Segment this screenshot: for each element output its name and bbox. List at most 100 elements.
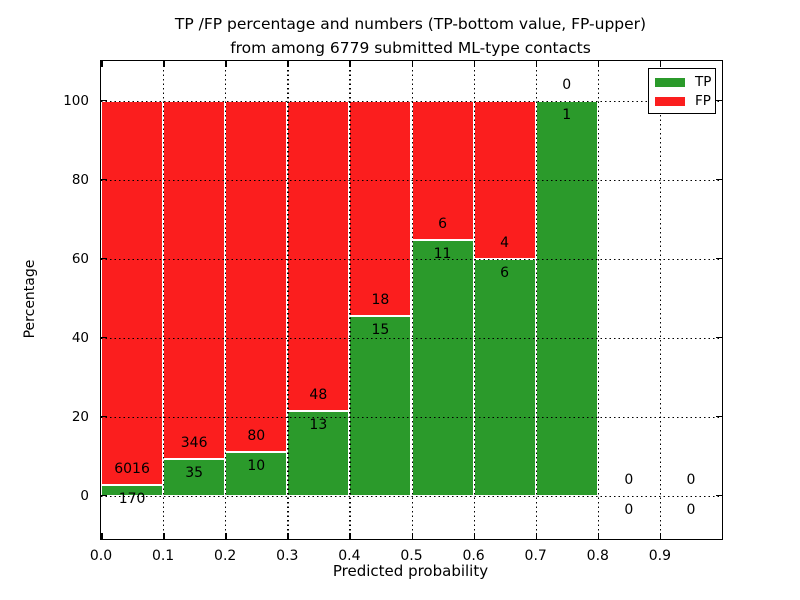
x-tick-bottom-0: [101, 533, 103, 539]
gridline-x-0.3: [287, 61, 289, 539]
gridline-x-0.6: [473, 61, 475, 539]
y-tick-left-20: [101, 415, 107, 418]
y-tick-right-40: [716, 336, 722, 339]
y-tick-left-60: [101, 257, 107, 260]
tp-count-label-0: 170: [118, 490, 146, 507]
bar-segment-fp-4: [349, 100, 412, 316]
x-tick-top-0.1: [163, 61, 165, 67]
x-tick-bottom-0.9: [659, 533, 662, 539]
fp-count-label-2: 80: [247, 427, 266, 444]
legend-item-tp: TP: [649, 73, 715, 92]
bar-segment-tp-0: [101, 484, 164, 496]
x-tick-label-0.4: 0.4: [338, 548, 361, 564]
bar-segment-fp-5: [411, 100, 474, 240]
y-tick-left-100: [101, 99, 107, 102]
tp-legend-swatch: [655, 78, 685, 87]
plot-area: TP FP 0.0 0.1 0.2 0.3 0.4 0.5 0.6 0.7 0.8 0.9 0 20 4…: [63, 60, 723, 564]
bar-segment-tp-7: [535, 100, 598, 496]
x-tick-bottom-0.2: [225, 533, 227, 539]
y-tick-label-20: 20: [71, 408, 89, 425]
bar-segment-tp-6: [473, 258, 536, 496]
tp-count-label-4: 15: [371, 321, 390, 338]
tp-count-label-2: 10: [247, 457, 266, 474]
gridline-x-0.7: [535, 61, 537, 539]
x-tick-top-0.3: [287, 61, 289, 67]
gridline-x-0.2: [225, 61, 227, 539]
chart-title-line2: from among 6779 submitted ML-type contac…: [230, 39, 591, 57]
tp-count-label-1: 35: [185, 465, 204, 482]
fp-count-label-8: 0: [624, 471, 634, 488]
gridline-x-0.1: [163, 61, 165, 539]
x-tick-top-0.5: [411, 61, 414, 67]
x-tick-label-0.2: 0.2: [214, 548, 237, 564]
tp-count-label-7: 1: [562, 106, 572, 123]
fp-count-label-9: 0: [686, 471, 696, 488]
x-tick-label-0.7: 0.7: [524, 548, 547, 564]
y-tick-left-40: [101, 336, 107, 339]
x-tick-label-0.1: 0.1: [151, 548, 175, 564]
bar-segment-fp-3: [287, 100, 350, 412]
gridline-y-40: [101, 337, 722, 339]
bar-segment-tp-3: [287, 411, 350, 496]
x-tick-label-0.6: 0.6: [462, 548, 485, 564]
gridline-y-80: [101, 179, 722, 181]
x-tick-bottom-0.5: [411, 533, 414, 539]
gridline-x-0.5: [411, 61, 413, 539]
tp-count-label-9: 0: [686, 501, 696, 518]
fp-count-label-6: 4: [500, 234, 510, 251]
chart-title: TP /FP percentage and numbers (TP-bottom…: [100, 12, 721, 60]
bar-segment-tp-4: [349, 315, 412, 496]
fp-legend-label: FP: [695, 93, 711, 109]
x-tick-label-0.3: 0.3: [276, 548, 299, 564]
x-tick-top-0.2: [225, 61, 227, 67]
x-tick-top-0.9: [659, 61, 662, 67]
fp-count-label-1: 346: [180, 435, 208, 452]
bar-segment-tp-1: [163, 459, 226, 496]
chart-title-line1: TP /FP percentage and numbers (TP-bottom…: [174, 15, 647, 33]
y-tick-right-60: [716, 257, 722, 260]
x-tick-bottom-0.4: [349, 533, 351, 539]
y-tick-right-80: [716, 178, 722, 181]
fp-count-label-0: 6016: [114, 460, 150, 477]
x-tick-label-0.5: 0.5: [400, 548, 423, 564]
x-tick-top-0.7: [535, 61, 538, 67]
x-tick-bottom-0.3: [287, 533, 289, 539]
x-tick-top-0: [101, 61, 103, 67]
y-tick-left-0: [101, 494, 107, 497]
gridline-x-0.8: [597, 61, 600, 539]
tp-legend-label: TP: [695, 74, 712, 90]
y-tick-right-100: [716, 99, 722, 102]
gridline-x-0.9: [659, 61, 662, 539]
x-axis-label: Predicted probability: [332, 562, 489, 580]
x-tick-bottom-0.6: [473, 533, 476, 539]
gridline-y-100: [101, 100, 722, 102]
legend-item-fp: FP: [649, 92, 715, 111]
x-tick-bottom-0.8: [597, 533, 600, 539]
legend-box: TP FP: [648, 68, 716, 114]
bar-segment-fp-0: [101, 100, 164, 485]
bar-segment-fp-1: [163, 100, 226, 460]
x-tick-top-0.6: [473, 61, 476, 67]
x-tick-bottom-0.1: [163, 533, 165, 539]
tp-count-label-8: 0: [624, 501, 634, 518]
tp-count-label-6: 6: [500, 264, 510, 281]
tp-count-label-5: 11: [433, 245, 452, 262]
fp-count-label-7: 0: [562, 76, 572, 93]
bar-segment-tp-5: [411, 239, 474, 496]
fp-count-label-5: 6: [438, 215, 447, 232]
y-tick-right-0: [716, 494, 722, 497]
y-tick-label-100: 100: [63, 92, 89, 109]
y-tick-label-60: 60: [71, 250, 89, 267]
gridline-y-0: [101, 495, 722, 497]
y-tick-left-80: [101, 178, 107, 181]
fp-legend-swatch: [655, 97, 685, 106]
y-tick-label-80: 80: [71, 171, 89, 188]
y-tick-right-20: [716, 415, 722, 418]
fp-count-label-3: 48: [309, 387, 328, 404]
y-tick-label-40: 40: [71, 329, 89, 346]
x-tick-label-0.9: 0.9: [648, 548, 672, 564]
x-tick-top-0.8: [597, 61, 600, 67]
gridline-y-20: [101, 416, 722, 418]
bar-segment-fp-2: [225, 100, 288, 452]
